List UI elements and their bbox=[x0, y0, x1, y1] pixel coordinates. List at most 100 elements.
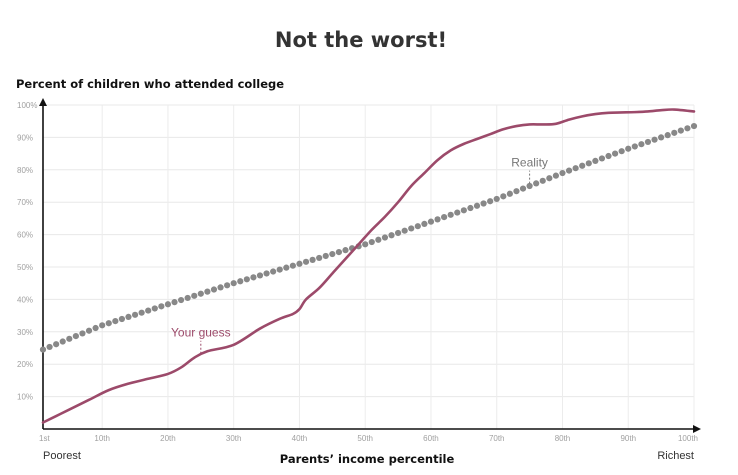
x-tick-label: 70th bbox=[489, 434, 505, 443]
reality-point bbox=[204, 288, 211, 295]
x-tick-label: 30th bbox=[226, 434, 242, 443]
reality-series bbox=[39, 122, 698, 353]
reality-point bbox=[125, 313, 132, 320]
reality-point bbox=[118, 315, 126, 323]
x-tick-label: 40th bbox=[292, 434, 308, 443]
reality-point bbox=[66, 335, 73, 342]
reality-point bbox=[53, 341, 60, 348]
reality-point bbox=[46, 343, 53, 351]
x-end-label-richest: Richest bbox=[657, 450, 694, 462]
reality-point bbox=[197, 290, 204, 297]
y-axis-arrow bbox=[39, 98, 47, 106]
reality-point bbox=[112, 318, 119, 325]
annotation-label: Your guess bbox=[171, 326, 231, 340]
x-tick-label: 1st bbox=[39, 434, 50, 443]
y-tick-label: 90% bbox=[17, 133, 33, 142]
reality-point bbox=[256, 272, 264, 279]
reality-point bbox=[611, 150, 619, 157]
reality-point bbox=[362, 241, 369, 248]
reality-point bbox=[559, 169, 566, 177]
reality-point bbox=[270, 268, 277, 275]
reality-point bbox=[289, 262, 296, 269]
reality-point bbox=[296, 260, 303, 267]
reality-point bbox=[217, 284, 224, 291]
reality-point bbox=[684, 125, 691, 132]
y-tick-label: 30% bbox=[17, 328, 33, 337]
reality-point bbox=[539, 177, 546, 184]
reality-point bbox=[342, 247, 349, 254]
reality-point bbox=[164, 301, 172, 308]
reality-point bbox=[131, 311, 139, 318]
reality-point bbox=[598, 155, 606, 162]
reality-point bbox=[572, 165, 579, 172]
guess-series bbox=[41, 108, 696, 424]
reality-point bbox=[210, 286, 218, 293]
reality-point bbox=[408, 225, 415, 232]
guess-line bbox=[41, 108, 696, 424]
x-tick-label: 100th bbox=[678, 434, 698, 443]
reality-point bbox=[414, 223, 421, 230]
axes bbox=[39, 98, 701, 433]
reality-point bbox=[513, 188, 520, 195]
reality-point bbox=[329, 250, 336, 258]
reality-point bbox=[250, 274, 257, 281]
reality-point bbox=[644, 138, 652, 146]
reality-point bbox=[368, 238, 375, 246]
y-tick-label: 60% bbox=[17, 231, 33, 240]
reality-point bbox=[151, 305, 158, 312]
reality-point bbox=[434, 216, 441, 223]
y-tick-label: 40% bbox=[17, 295, 33, 304]
reality-point bbox=[309, 256, 316, 263]
reality-point bbox=[388, 232, 395, 239]
reality-point bbox=[230, 280, 237, 287]
reality-point bbox=[579, 162, 586, 169]
y-tick-label: 70% bbox=[17, 198, 33, 207]
reality-point bbox=[92, 324, 99, 332]
x-axis-arrow bbox=[693, 425, 701, 433]
y-axis-title: Percent of children who attended college bbox=[16, 77, 285, 91]
reality-point bbox=[39, 346, 47, 353]
reality-point bbox=[302, 258, 310, 265]
x-tick-labels: 1st 10th 20th 30th 40th 50th 60th 70th 80th 90th 1… bbox=[39, 434, 698, 443]
y-tick-label: 80% bbox=[17, 166, 33, 175]
reality-point bbox=[533, 180, 540, 187]
reality-point bbox=[171, 299, 178, 306]
reality-point bbox=[552, 172, 560, 179]
x-axis-title: Parents’ income percentile bbox=[280, 452, 455, 466]
reality-point bbox=[638, 141, 645, 148]
reality-point bbox=[394, 229, 402, 237]
reality-point bbox=[625, 145, 632, 152]
reality-point bbox=[237, 278, 244, 285]
x-tick-label: 10th bbox=[94, 434, 110, 443]
x-tick-label: 60th bbox=[423, 434, 439, 443]
reality-point bbox=[671, 129, 678, 136]
reality-point bbox=[72, 333, 79, 340]
reality-point bbox=[79, 330, 86, 337]
y-tick-label: 50% bbox=[17, 263, 33, 272]
reality-point bbox=[467, 204, 474, 212]
x-end-label-poorest: Poorest bbox=[43, 450, 81, 462]
reality-point bbox=[658, 134, 665, 141]
reality-point bbox=[191, 292, 198, 299]
x-tick-label: 50th bbox=[357, 434, 373, 443]
reality-point bbox=[454, 209, 461, 216]
reality-point bbox=[158, 303, 165, 310]
reality-point bbox=[283, 264, 290, 271]
reality-point bbox=[460, 207, 467, 214]
reality-point bbox=[500, 193, 507, 200]
reality-point bbox=[677, 127, 684, 134]
reality-point bbox=[651, 136, 658, 143]
reality-point bbox=[421, 220, 428, 228]
reality-point bbox=[480, 200, 487, 207]
reality-point bbox=[335, 248, 343, 256]
y-tick-label: 100% bbox=[17, 101, 37, 110]
reality-point bbox=[263, 270, 270, 277]
reality-point bbox=[519, 185, 527, 192]
reality-point bbox=[592, 157, 599, 164]
reality-point bbox=[375, 236, 382, 243]
y-tick-label: 10% bbox=[17, 393, 33, 402]
reality-point bbox=[546, 175, 553, 182]
reality-point bbox=[59, 338, 66, 345]
reality-point bbox=[224, 282, 231, 289]
